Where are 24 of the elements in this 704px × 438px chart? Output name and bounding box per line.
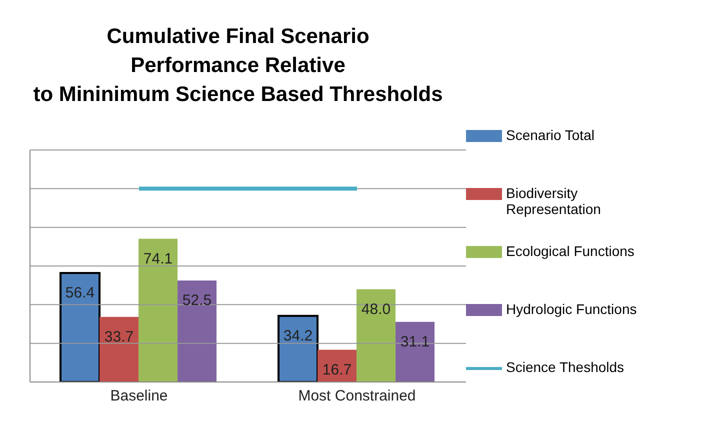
bar: [396, 322, 435, 382]
bar: [278, 314, 319, 382]
data-label: 52.5: [182, 292, 212, 310]
data-label: 34.2: [283, 328, 313, 345]
bar: [178, 280, 217, 382]
bar: [100, 316, 139, 382]
legend-label: Science Thesholds: [506, 359, 626, 375]
data-label: 74.1: [143, 250, 173, 268]
legend-label: Biodiversity Representation: [506, 185, 602, 217]
bar: [356, 289, 396, 382]
chart-title: Cumulative Final Scenario Performance Relative to Mininimum Science Based Thresholds: [32, 24, 444, 108]
data-label: 56.4: [65, 284, 95, 302]
bar: [60, 272, 101, 382]
legend-label: Ecological Functions: [506, 243, 636, 259]
data-label: 16.7: [322, 361, 352, 378]
legend-label: Scenario Total: [506, 127, 596, 143]
data-label: 48.0: [361, 300, 391, 318]
bar: [318, 350, 357, 382]
data-label: 33.7: [104, 328, 134, 346]
x-tick-label: Baseline: [110, 388, 168, 405]
data-label: 31.1: [400, 334, 430, 351]
legend-label: Hydrologic Functions: [506, 301, 638, 317]
bar: [138, 238, 178, 382]
x-tick-label: Most Constrained: [298, 388, 416, 405]
